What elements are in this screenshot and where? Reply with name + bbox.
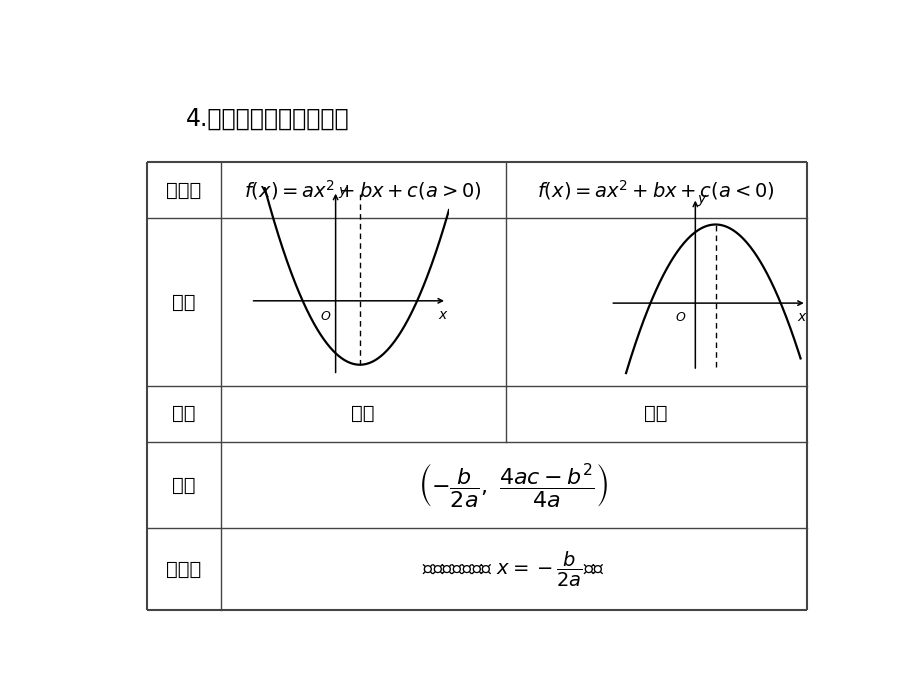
Text: $y$: $y$ [337, 185, 348, 200]
Text: $f(x)=ax^2+bx+c(a>0)$: $f(x)=ax^2+bx+c(a>0)$ [244, 178, 482, 202]
Text: 4.二次函数的图象及性质: 4.二次函数的图象及性质 [186, 107, 349, 131]
Text: $\left(-\dfrac{b}{2a},\ \dfrac{4ac-b^2}{4a}\right)$: $\left(-\dfrac{b}{2a},\ \dfrac{4ac-b^2}{… [418, 461, 608, 509]
Text: $O$: $O$ [320, 310, 331, 323]
Text: 函数的图象关于 $x=-\dfrac{b}{2a}$对称: 函数的图象关于 $x=-\dfrac{b}{2a}$对称 [422, 550, 605, 589]
Text: 图象: 图象 [172, 293, 196, 312]
Text: 对称性: 对称性 [166, 559, 201, 578]
Text: 向下: 向下 [643, 405, 667, 424]
Text: $O$: $O$ [675, 311, 686, 324]
Text: $x$: $x$ [797, 310, 807, 324]
Text: 向上: 向上 [351, 405, 374, 424]
Text: $x$: $x$ [437, 308, 448, 322]
Text: $f(x)=ax^2+bx+c(a<0)$: $f(x)=ax^2+bx+c(a<0)$ [537, 178, 774, 202]
Text: $y$: $y$ [697, 193, 708, 208]
Text: 开口: 开口 [172, 405, 196, 424]
Text: 解析式: 解析式 [166, 181, 201, 199]
Text: 顶点: 顶点 [172, 475, 196, 495]
